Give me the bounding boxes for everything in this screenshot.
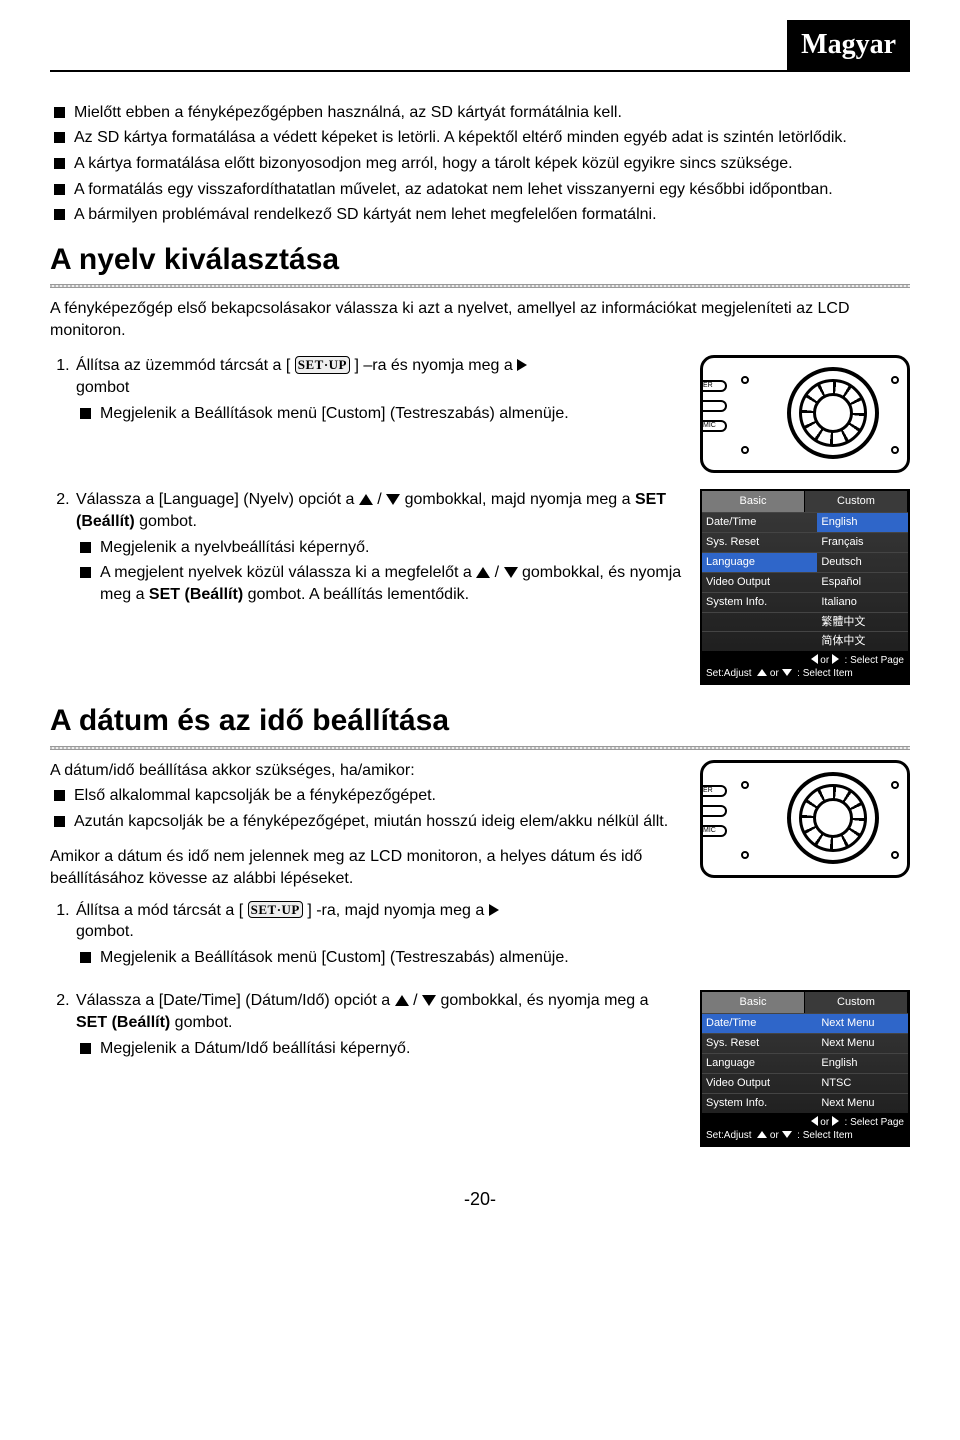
header-rule: [50, 70, 910, 72]
sub-bullet: Megjelenik a nyelvbeállítási képernyő.: [76, 537, 682, 559]
language-badge: Magyar: [787, 20, 910, 70]
lcd-language-menu: Basic Custom Date/TimeEnglishSys. ResetF…: [700, 489, 910, 685]
up-arrow-icon: [359, 494, 373, 505]
intro-bullets: Mielőtt ebben a fényképezőgépben használ…: [50, 102, 910, 226]
camera-top-figure: ER MIC: [700, 355, 910, 473]
setup-icon: SET·UP: [295, 356, 350, 374]
sub-bullet: Megjelenik a Beállítások menü [Custom] (…: [76, 403, 682, 425]
bullet: A bármilyen problémával rendelkező SD ká…: [50, 204, 910, 226]
right-arrow-icon: [517, 359, 527, 371]
down-arrow-icon: [504, 567, 518, 578]
setup-icon: SET·UP: [248, 901, 303, 919]
camera-top-figure: ER MIC: [700, 760, 910, 878]
bullet: A kártya formatálása előtt bizonyosodjon…: [50, 153, 910, 175]
sub-bullet: Azután kapcsolják be a fényképezőgépet, …: [50, 811, 682, 833]
section-divider: [50, 746, 910, 750]
section1-intro: A fényképezőgép első bekapcsolásakor vál…: [50, 298, 910, 341]
sub-bullet: Megjelenik a Dátum/Idő beállítási képern…: [76, 1038, 682, 1060]
bullet: A formatálás egy visszafordíthatatlan mű…: [50, 179, 910, 201]
step-1: Állítsa az üzemmód tárcsát a [ SET·UP ] …: [74, 355, 682, 424]
down-arrow-icon: [422, 995, 436, 1006]
section2-intro: A dátum/idő beállítása akkor szükséges, …: [50, 760, 682, 782]
step-2: Válassza a [Language] (Nyelv) opciót a /…: [74, 489, 682, 605]
right-arrow-icon: [489, 904, 499, 916]
lcd-datetime-menu: Basic Custom Date/TimeNext MenuSys. Rese…: [700, 990, 910, 1146]
page-number: -20-: [50, 1187, 910, 1211]
section2-title: A dátum és az idő beállítása: [50, 701, 910, 742]
section-divider: [50, 284, 910, 288]
section2-note: Amikor a dátum és idő nem jelennek meg a…: [50, 846, 682, 889]
up-arrow-icon: [395, 995, 409, 1006]
bullet: Az SD kártya formatálása a védett képeke…: [50, 127, 910, 149]
step-2: Válassza a [Date/Time] (Dátum/Idő) opció…: [74, 990, 682, 1059]
sub-bullet: Első alkalommal kapcsolják be a fényképe…: [50, 785, 682, 807]
section1-title: A nyelv kiválasztása: [50, 240, 910, 281]
up-arrow-icon: [476, 567, 490, 578]
down-arrow-icon: [386, 494, 400, 505]
step-1: Állítsa a mód tárcsát a [ SET·UP ] -ra, …: [74, 900, 682, 969]
sub-bullet: A megjelent nyelvek közül válassza ki a …: [76, 562, 682, 605]
bullet: Mielőtt ebben a fényképezőgépben használ…: [50, 102, 910, 124]
sub-bullet: Megjelenik a Beállítások menü [Custom] (…: [76, 947, 682, 969]
